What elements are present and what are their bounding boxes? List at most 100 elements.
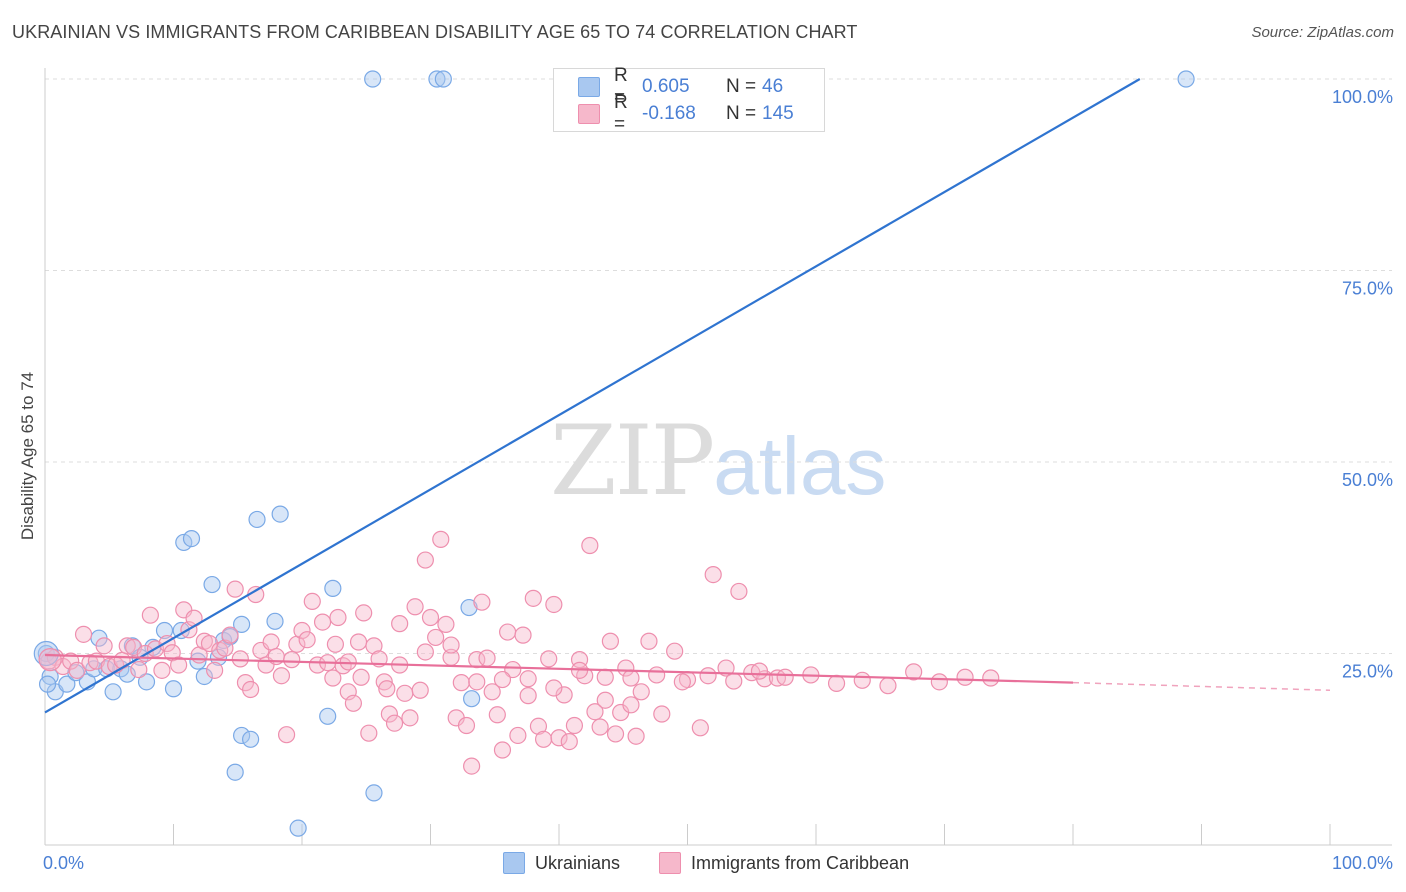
- caribbean-point: [293, 621, 311, 640]
- legend-item-ukrainians[interactable]: Ukrainians: [503, 852, 620, 874]
- caribbean-point: [488, 706, 506, 724]
- caribbean-point: [540, 650, 558, 668]
- caribbean-point: [416, 643, 434, 661]
- ukrainian-point: [226, 763, 244, 781]
- legend-label-caribbean: Immigrants from Caribbean: [691, 852, 910, 873]
- caribbean-point: [221, 626, 239, 644]
- y-tick-label: 100.0%: [1332, 87, 1393, 107]
- r-label: R =: [614, 92, 628, 135]
- r-value: 0.605: [642, 76, 690, 97]
- caribbean-point: [586, 703, 604, 721]
- caribbean-point: [313, 613, 332, 631]
- x-tick-label: 0.0%: [43, 853, 84, 873]
- legend-label-ukrainians: Ukrainians: [535, 852, 621, 873]
- caribbean-point: [622, 669, 640, 687]
- series-legend: Ukrainians Immigrants from Caribbean: [0, 852, 1406, 878]
- caribbean-point: [565, 716, 584, 735]
- y-tick-label: 75.0%: [1342, 279, 1393, 299]
- caribbean-point: [308, 656, 327, 674]
- caribbean-point: [360, 724, 378, 742]
- caribbean-point: [437, 615, 455, 633]
- caribbean-point: [560, 732, 578, 751]
- ukrainian-point: [155, 621, 174, 640]
- caribbean-point: [483, 683, 501, 701]
- ukrainian-point: [164, 680, 183, 698]
- ukrainian-point: [38, 675, 57, 693]
- caribbean-point: [581, 536, 599, 555]
- caribbean-point: [514, 626, 532, 644]
- ukrainian-point: [209, 648, 228, 666]
- caribbean-point: [416, 551, 434, 569]
- legend-row-ukrainians: R = 0.605 N = 46: [578, 65, 783, 108]
- caribbean-point: [591, 718, 609, 736]
- caribbean-point: [504, 660, 522, 679]
- caribbean-point: [231, 650, 249, 668]
- caribbean-point: [344, 694, 362, 712]
- caribbean-point: [81, 654, 99, 672]
- correlation-legend: R = 0.605 N = 46 R = -0.168 N = 145: [553, 65, 825, 135]
- caribbean-point: [930, 673, 948, 691]
- caribbean-point: [493, 741, 512, 759]
- caribbean-point: [242, 680, 260, 699]
- legend-swatch-ukrainians: [578, 77, 600, 97]
- caribbean-point: [38, 648, 62, 672]
- caribbean-point: [691, 719, 709, 737]
- caribbean-point: [74, 625, 93, 643]
- r-value: -0.168: [642, 103, 696, 124]
- caribbean-point: [632, 683, 650, 701]
- caribbean-trend-line: [44, 653, 1074, 684]
- caribbean-point: [730, 582, 748, 601]
- caribbean-point: [378, 680, 396, 698]
- caribbean-point: [776, 668, 794, 686]
- caribbean-point: [118, 637, 136, 655]
- caribbean-point: [95, 637, 113, 655]
- caribbean-point: [68, 661, 86, 679]
- source-label[interactable]: Source: ZipAtlas.com: [1251, 24, 1394, 41]
- r-label: R =: [614, 65, 628, 108]
- ukrainian-point: [289, 819, 307, 837]
- legend-swatch-caribbean: [578, 104, 600, 124]
- caribbean-point: [130, 660, 148, 679]
- caribbean-point: [468, 673, 486, 691]
- caribbean-point: [355, 604, 373, 622]
- caribbean-point: [648, 666, 666, 684]
- ukrainian-point: [203, 575, 221, 594]
- legend-item-caribbean[interactable]: Immigrants from Caribbean: [659, 852, 909, 874]
- caribbean-point: [326, 635, 345, 653]
- caribbean-point: [170, 656, 188, 674]
- caribbean-point: [653, 705, 671, 723]
- caribbean-point: [385, 714, 404, 732]
- watermark-zip: ZIP: [550, 405, 715, 517]
- ukrainian-point: [58, 675, 76, 693]
- caribbean-point: [509, 726, 527, 745]
- caribbean-point: [262, 633, 280, 651]
- caribbean-point: [750, 662, 769, 680]
- caribbean-point: [879, 677, 897, 695]
- caribbean-point: [529, 717, 548, 735]
- x-tick-label: 100.0%: [1332, 853, 1393, 873]
- caribbean-point: [303, 592, 321, 611]
- caribbean-point: [704, 566, 722, 584]
- ukrainian-point: [460, 598, 478, 617]
- caribbean-point: [673, 673, 691, 691]
- ukrainian-point: [189, 652, 207, 670]
- caribbean-point: [153, 661, 171, 679]
- caribbean-point: [421, 608, 440, 627]
- n-label: N =: [726, 76, 757, 97]
- watermark-atlas: atlas: [713, 421, 887, 512]
- ukrainian-point: [271, 505, 289, 523]
- caribbean-point: [725, 672, 743, 690]
- legend-swatch-caribbean: [659, 852, 681, 874]
- caribbean-point: [365, 637, 383, 655]
- caribbean-point: [493, 670, 512, 689]
- caribbean-point: [982, 669, 1000, 687]
- caribbean-point: [113, 651, 131, 669]
- caribbean-point: [141, 606, 159, 624]
- caribbean-point: [452, 674, 470, 692]
- caribbean-point: [606, 725, 625, 743]
- ukrainian-point: [242, 730, 260, 748]
- caribbean-point: [324, 669, 342, 687]
- caribbean-point: [375, 673, 393, 691]
- caribbean-point: [596, 691, 614, 709]
